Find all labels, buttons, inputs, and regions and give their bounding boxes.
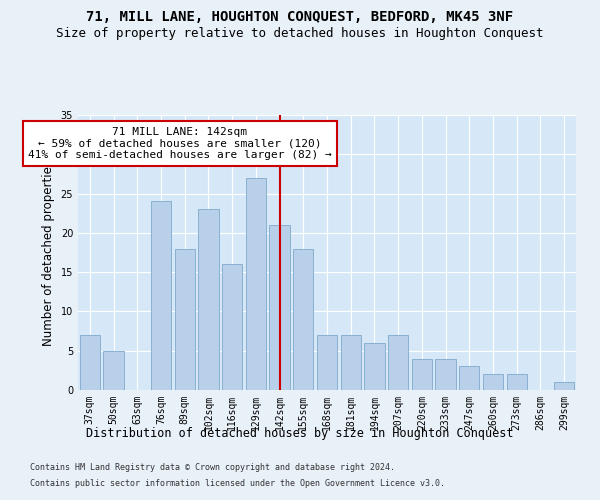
Text: Distribution of detached houses by size in Houghton Conquest: Distribution of detached houses by size …	[86, 428, 514, 440]
Bar	[103, 350, 124, 390]
Bar	[293, 248, 313, 390]
Text: 71 MILL LANE: 142sqm
← 59% of detached houses are smaller (120)
41% of semi-deta: 71 MILL LANE: 142sqm ← 59% of detached h…	[28, 127, 332, 160]
Bar	[317, 335, 337, 390]
Bar	[459, 366, 479, 390]
Text: 71, MILL LANE, HOUGHTON CONQUEST, BEDFORD, MK45 3NF: 71, MILL LANE, HOUGHTON CONQUEST, BEDFOR…	[86, 10, 514, 24]
Bar	[199, 210, 218, 390]
Bar	[246, 178, 266, 390]
Bar	[483, 374, 503, 390]
Bar	[506, 374, 527, 390]
Bar	[364, 343, 385, 390]
Text: Contains HM Land Registry data © Crown copyright and database right 2024.: Contains HM Land Registry data © Crown c…	[30, 464, 395, 472]
Text: Contains public sector information licensed under the Open Government Licence v3: Contains public sector information licen…	[30, 478, 445, 488]
Bar	[341, 335, 361, 390]
Bar	[222, 264, 242, 390]
Bar	[80, 335, 100, 390]
Bar	[554, 382, 574, 390]
Bar	[269, 225, 290, 390]
Bar	[388, 335, 408, 390]
Bar	[175, 248, 195, 390]
Bar	[436, 358, 455, 390]
Text: Size of property relative to detached houses in Houghton Conquest: Size of property relative to detached ho…	[56, 28, 544, 40]
Bar	[412, 358, 432, 390]
Y-axis label: Number of detached properties: Number of detached properties	[42, 160, 55, 346]
Bar	[151, 202, 171, 390]
